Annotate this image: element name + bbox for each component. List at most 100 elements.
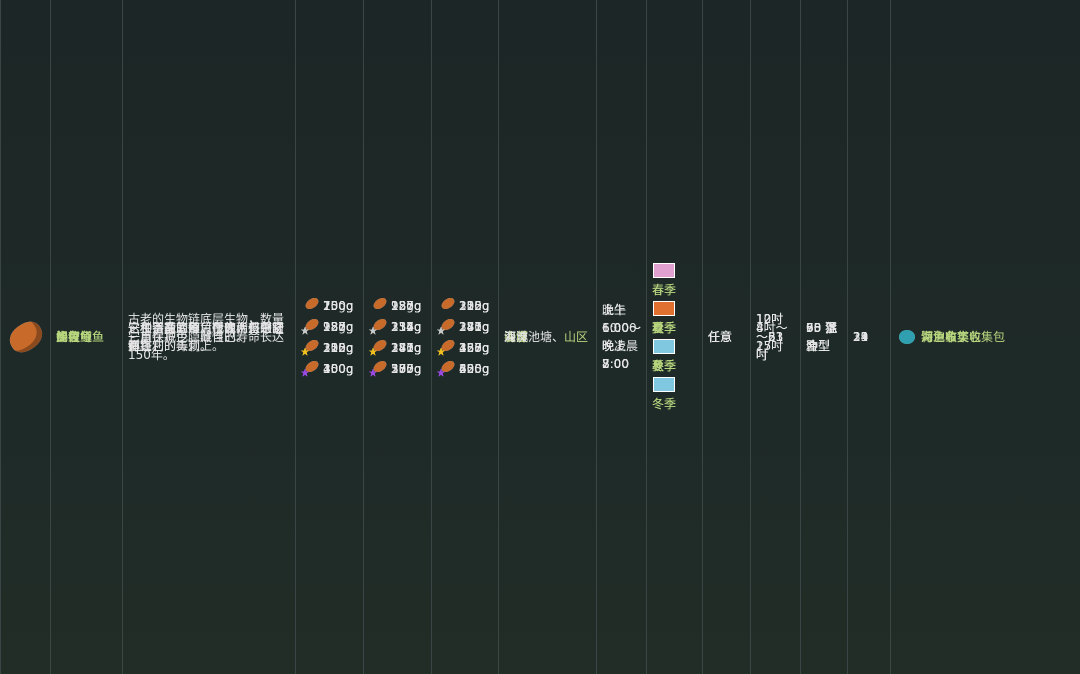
price: 375g <box>391 361 422 376</box>
price: 600g <box>459 361 490 376</box>
difficulty-line: 合型 <box>806 339 831 353</box>
bundle: 湖鱼收集包 <box>921 330 982 344</box>
season: 春季 <box>652 283 677 297</box>
price: 200g <box>323 361 354 376</box>
price: 187g <box>459 319 490 334</box>
price-line: 93g <box>369 295 431 316</box>
size-line: 4吋～ <box>756 321 788 335</box>
time-cell: 上午 6:00～ 晚上 7:00 <box>596 0 646 674</box>
fish-mini <box>303 337 321 353</box>
price: 250g <box>323 319 354 334</box>
fish-name: 沙鱼 <box>56 330 81 344</box>
fish-mini <box>371 337 389 353</box>
difficulty-line: 60 猛 <box>806 321 838 335</box>
time-line: 上午 <box>602 303 627 317</box>
season: 秋季 <box>652 321 677 335</box>
size-line: ～21 <box>756 330 784 344</box>
fish-mini <box>439 358 457 374</box>
price-line: 450g <box>437 358 498 379</box>
price-cell: 225g 281g 337g 450g <box>431 0 498 674</box>
season: 秋季 <box>652 359 677 373</box>
time-line: 6:00～ <box>602 321 641 335</box>
price: 150g <box>323 340 354 355</box>
fish-mini <box>439 337 457 353</box>
difficulty-line: 78 混 <box>806 321 838 335</box>
difficulty-line: 坠型 <box>806 339 831 353</box>
quality-icon <box>369 337 389 357</box>
description: 它和普通的鲤鱼很像，但是它有锋利的毒刺。 <box>128 321 285 353</box>
size-line: 吋 <box>756 348 769 362</box>
time-line: ～凌晨 <box>602 339 639 353</box>
xp: 29 <box>853 330 869 344</box>
price: 281g <box>459 319 490 334</box>
price-line: 125g <box>369 295 431 316</box>
description-cell: 一种不能繁殖后代的稀有杂交鳟鱼。 <box>122 0 295 674</box>
fish-icon <box>4 317 47 357</box>
price: 93g <box>323 319 346 334</box>
quality-icon <box>437 358 457 378</box>
price: 225g <box>459 298 490 313</box>
price: 250g <box>391 361 422 376</box>
price: 375g <box>459 319 490 334</box>
price: 225g <box>459 361 490 376</box>
price: 234g <box>391 319 422 334</box>
time-line: 10:00 <box>602 321 637 335</box>
price-cell: 150g 187g 225g 300g <box>295 0 363 674</box>
price: 187g <box>323 319 354 334</box>
weather: 任意 <box>708 330 733 344</box>
xp: 21 <box>853 330 869 344</box>
price: 125g <box>323 319 354 334</box>
price: 150g <box>323 298 354 313</box>
quality-icon <box>369 295 389 315</box>
time-line: 晚上 <box>602 339 627 353</box>
price: 337g <box>459 340 490 355</box>
fish-mini <box>303 316 321 332</box>
price: 300g <box>459 298 490 313</box>
difficulty-cell: 60 猛冲型 <box>800 0 847 674</box>
weather: 任意 <box>708 330 733 344</box>
price-line: 225g <box>437 295 498 316</box>
price-cell: 187g 234g 281g 375g <box>363 0 431 674</box>
price: 337g <box>459 340 490 355</box>
price: 281g <box>391 340 422 355</box>
location-cell: 河流 <box>498 0 596 674</box>
price-line: 187g <box>369 295 431 316</box>
price-line: 150g <box>437 295 498 316</box>
season: 春季 <box>652 283 677 297</box>
price: 225g <box>459 340 490 355</box>
price: 187g <box>391 298 422 313</box>
name-cell: 虎纹鳟鱼 <box>50 0 122 674</box>
price-line: 187g <box>369 295 431 316</box>
description: 这种害羞的鱼只在晚上感到舒适。 <box>128 321 285 353</box>
price-line: 337g <box>437 337 498 358</box>
xp: 19 <box>853 330 869 344</box>
season: 夏季 <box>652 321 677 335</box>
time-line: 7:00 <box>602 357 629 371</box>
quality-icon <box>437 337 457 357</box>
price: 375g <box>391 361 422 376</box>
season-icon <box>653 301 675 316</box>
fish-icon-cell <box>0 0 50 674</box>
fish-name: 比目鱼 <box>56 330 93 344</box>
size-line: 吋 <box>756 348 769 362</box>
quality-icon <box>369 358 389 378</box>
price: 300g <box>323 340 354 355</box>
price: 281g <box>459 319 490 334</box>
season: 冬季 <box>652 397 677 411</box>
season-icon <box>653 339 675 354</box>
price: 112g <box>459 298 490 313</box>
price: 337g <box>459 340 490 355</box>
season: 冬季 <box>652 359 677 373</box>
price: 75g <box>323 298 346 313</box>
season: 夏季 <box>652 321 677 335</box>
bundle: 河鱼收集包 <box>921 330 982 344</box>
location-part: 河流 <box>504 330 529 344</box>
location-part: 森林池塘、 <box>504 330 565 344</box>
price: 500g <box>391 361 422 376</box>
bundle-icon <box>899 330 915 344</box>
fish-mini <box>439 316 457 332</box>
fish-mini <box>303 295 321 311</box>
fish-mini <box>303 358 321 374</box>
